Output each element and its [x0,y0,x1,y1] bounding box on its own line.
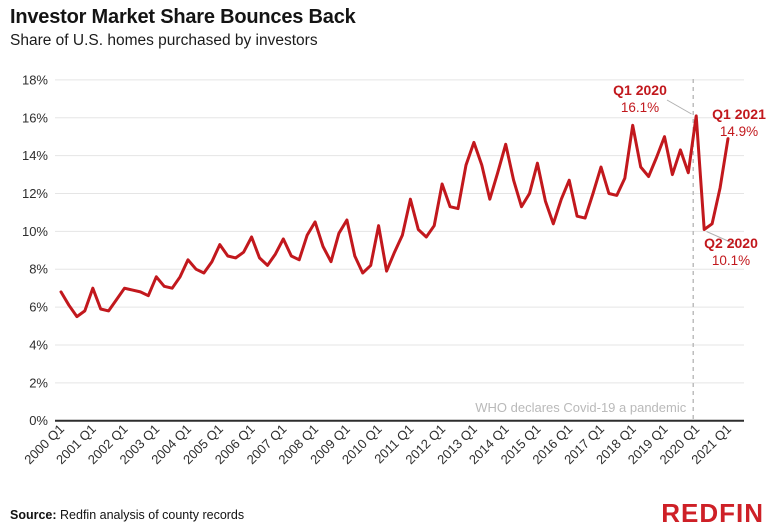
y-tick-label: 12% [22,186,48,201]
y-tick-label: 4% [29,337,48,352]
annotation-value-label: 14.9% [720,124,758,139]
y-tick-label: 6% [29,300,48,315]
redfin-logo: REDFIN [661,498,764,528]
annotation-value-label: 16.1% [621,100,659,115]
y-tick-label: 8% [29,262,48,277]
source-label: Source: [10,508,57,522]
y-tick-label: 0% [29,413,48,428]
y-tick-label: 10% [22,224,48,239]
annotation-callout-line [706,231,738,246]
y-tick-label: 16% [22,110,48,125]
annotation-value-label: 10.1% [712,253,750,268]
annotation-quarter-label: Q2 2020 [704,235,758,251]
investor-share-line [59,114,730,319]
y-tick-label: 18% [22,72,48,87]
annotation-quarter-label: Q1 2020 [613,82,667,98]
y-tick-label: 14% [22,148,48,163]
pandemic-event-label: WHO declares Covid-19 a pandemic [475,400,686,415]
chart-title: Investor Market Share Bounces Back [10,6,356,28]
annotation-quarter-label: Q1 2021 [712,106,766,122]
source-text: Redfin analysis of county records [56,508,245,522]
y-tick-label: 2% [29,375,48,390]
source-note: Source: Redfin analysis of county record… [10,508,244,522]
annotation-callout-line [666,99,692,115]
chart-subtitle: Share of U.S. homes purchased by investo… [10,32,318,49]
